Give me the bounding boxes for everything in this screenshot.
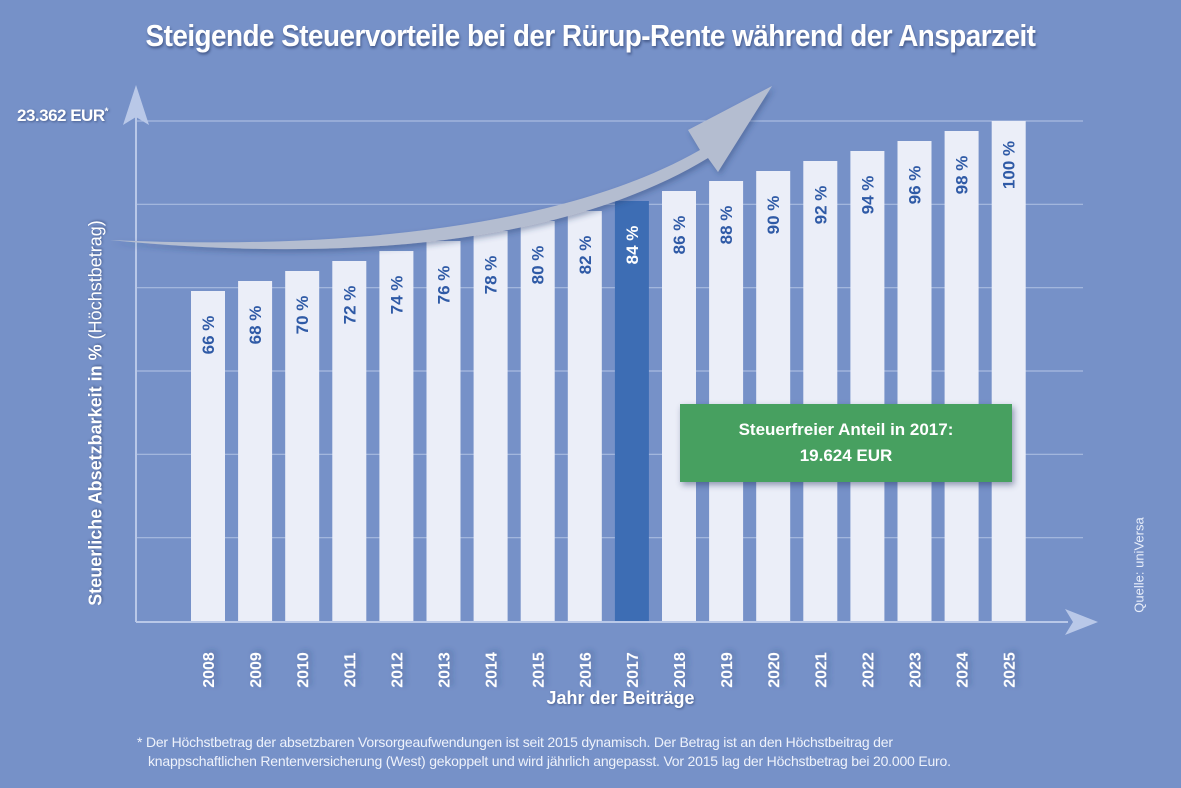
bar-2008 xyxy=(191,291,225,621)
bar-value-label: 94 % xyxy=(858,176,877,215)
bar-2014 xyxy=(473,231,508,621)
bar-value-label: 80 % xyxy=(529,246,548,285)
bar-value-label: 84 % xyxy=(623,226,642,265)
x-tick-label: 2014 xyxy=(484,652,501,688)
y-max-label: 23.362 EUR* xyxy=(17,106,109,126)
x-tick-label: 2018 xyxy=(672,652,689,688)
x-tick-label: 2022 xyxy=(860,652,877,688)
x-tick-labels: 2008 2009 2010 2011 2012 2013 2014 2015 2016 2017… xyxy=(201,652,1019,688)
y-axis-label: Steuerliche Absetzbarkeit in % (Höchstbe… xyxy=(86,220,107,606)
bar-value-label: 72 % xyxy=(340,286,359,325)
x-tick-label: 2020 xyxy=(766,652,783,688)
footnote-marker: * xyxy=(104,106,109,118)
bar-value-label: 66 % xyxy=(199,316,218,355)
bar-value-label: 86 % xyxy=(670,216,689,255)
bar-2015 xyxy=(520,221,555,621)
bar-2011 xyxy=(332,261,367,621)
bar-2019 xyxy=(709,181,744,621)
source-label: Quelle: uniVersa xyxy=(1131,517,1147,613)
bar-2009 xyxy=(238,281,273,621)
bar-value-label: 76 % xyxy=(435,266,454,305)
footnote: * Der Höchstbetrag der absetzbaren Vorso… xyxy=(137,733,951,771)
bar-value-label: 88 % xyxy=(717,206,736,245)
bar-value-label: 100 % xyxy=(1000,141,1019,189)
x-tick-label: 2025 xyxy=(1002,652,1019,688)
footnote-line2: knappschaftlichen Rentenversicherung (We… xyxy=(148,753,951,769)
bar-2012 xyxy=(379,251,414,621)
annotation-box: Steuerfreier Anteil in 2017: 19.624 EUR xyxy=(680,404,1012,482)
x-tick-label: 2008 xyxy=(201,652,218,688)
bar-value-label: 98 % xyxy=(953,156,972,195)
bar-2024 xyxy=(944,131,979,621)
x-tick-label: 2021 xyxy=(813,652,830,688)
bar-value-label: 74 % xyxy=(387,276,406,315)
bar-2013 xyxy=(426,241,461,621)
annotation-line1: Steuerfreier Anteil in 2017: xyxy=(738,420,954,439)
bar-2020 xyxy=(756,171,791,621)
bar-2023 xyxy=(897,141,932,621)
x-tick-label: 2009 xyxy=(248,652,265,688)
bar-value-label: 90 % xyxy=(764,196,783,235)
chart-title: Steigende Steuervorteile bei der Rürup-R… xyxy=(145,18,1036,53)
x-tick-label: 2024 xyxy=(955,652,972,688)
x-tick-label: 2017 xyxy=(625,652,642,688)
footnote-line1: * Der Höchstbetrag der absetzbaren Vorso… xyxy=(137,734,893,750)
bar-2010 xyxy=(285,271,320,621)
bar-2016 xyxy=(567,211,602,621)
bar-value-label: 96 % xyxy=(906,166,925,205)
x-tick-label: 2015 xyxy=(531,652,548,688)
x-tick-label: 2010 xyxy=(295,652,312,688)
bar-value-label: 92 % xyxy=(811,186,830,225)
x-tick-label: 2011 xyxy=(342,653,359,688)
bar-2025 xyxy=(991,121,1026,621)
x-tick-label: 2016 xyxy=(578,652,595,688)
bar-value-label: 78 % xyxy=(482,256,501,295)
y-axis-label-sub: (Höchstbetrag) xyxy=(85,220,106,340)
x-tick-label: 2013 xyxy=(437,652,454,688)
axes xyxy=(123,85,1098,635)
bar-2017 xyxy=(614,201,649,621)
annotation-line2: 19.624 EUR xyxy=(799,446,893,465)
x-tick-label: 2012 xyxy=(389,652,406,688)
x-tick-label: 2023 xyxy=(908,652,925,688)
y-max-value: 23.362 EUR xyxy=(17,106,105,125)
bar-value-label: 70 % xyxy=(293,296,312,335)
y-axis-label-main: Steuerliche Absetzbarkeit in % xyxy=(85,344,106,606)
bar-value-label: 68 % xyxy=(246,306,265,345)
bar-2021 xyxy=(803,161,838,621)
x-tick-label: 2019 xyxy=(719,652,736,688)
x-axis-label: Jahr der Beiträge xyxy=(546,688,695,708)
x-axis-arrowhead xyxy=(1065,609,1098,635)
y-axis-arrowhead xyxy=(123,85,149,125)
bar-2022 xyxy=(850,151,885,621)
bar-value-label: 82 % xyxy=(576,236,595,275)
